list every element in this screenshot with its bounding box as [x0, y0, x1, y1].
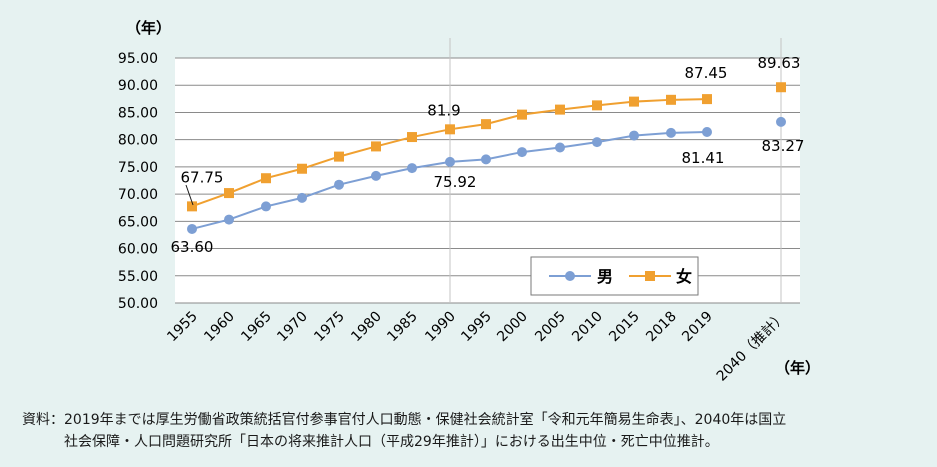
x-tick-label: 1960 [201, 309, 238, 346]
x-tick-label: 2005 [532, 309, 569, 346]
x-tick-label: 2010 [569, 309, 606, 346]
x-tick-label: 1990 [422, 309, 459, 346]
data-point-female [702, 94, 712, 105]
data-point-female [517, 109, 527, 120]
source-note: 資料：2019年までは厚生労働省政策統括官付参事官付人口動態・保健社会統計室「令… [22, 409, 927, 453]
x-tick-label: 1955 [164, 309, 201, 346]
y-tick-label: 70.00 [118, 187, 158, 203]
annotation-leader [185, 184, 194, 206]
data-point-female [371, 141, 381, 152]
y-tick-label: 55.00 [118, 269, 158, 285]
legend-label-female: 女 [676, 267, 692, 286]
y-tick-label: 50.00 [118, 296, 158, 312]
legend-marker-female [645, 271, 655, 281]
data-point-female [445, 124, 455, 135]
data-point-female [407, 132, 417, 143]
data-label: 67.75 [181, 168, 224, 186]
data-point-male [445, 156, 455, 167]
data-point-female [297, 163, 307, 174]
data-point-male [517, 147, 527, 158]
y-axis-unit: （年） [126, 19, 171, 37]
data-point-female [629, 96, 639, 107]
source-line-2: 社会保障・人口問題研究所「日本の将来推計人口（平成29年推計）」における出生中位… [64, 434, 719, 450]
source-line-1: 資料：2019年までは厚生労働省政策統括官付参事官付人口動態・保健社会統計室「令… [22, 412, 787, 428]
data-point-female [187, 201, 197, 212]
x-tick-label: 2000 [494, 309, 531, 346]
data-label: 75.92 [434, 173, 477, 191]
data-point-female [555, 104, 565, 115]
data-point-male [297, 192, 307, 203]
data-point-male [481, 154, 491, 165]
x-axis-unit: （年） [775, 359, 820, 377]
x-tick-label: 1995 [458, 309, 495, 346]
y-tick-label: 85.00 [118, 105, 158, 121]
data-label: 81.41 [682, 149, 725, 167]
data-point-female [592, 100, 602, 111]
data-point-male [261, 201, 271, 212]
data-point-male [407, 163, 417, 174]
y-tick-label: 65.00 [118, 214, 158, 230]
y-tick-label: 90.00 [118, 78, 158, 94]
x-tick-label: 2019 [679, 309, 716, 346]
data-point-male [334, 179, 344, 190]
data-point-male [555, 142, 565, 153]
legend-label-male: 男 [597, 267, 613, 286]
data-label: 63.60 [171, 238, 214, 256]
data-label: 81.9 [427, 101, 460, 119]
data-point-female [334, 151, 344, 162]
data-point-female [224, 188, 234, 199]
x-tick-label: 1965 [238, 309, 275, 346]
y-tick-label: 75.00 [118, 160, 158, 176]
data-point-male [702, 126, 712, 137]
x-tick-label: 1975 [311, 309, 348, 346]
life-expectancy-chart: 50.00 55.00 60.00 65.00 70.00 75.00 80.00 85.00… [118, 19, 820, 385]
data-point-male [666, 127, 676, 138]
x-tick-label: 1980 [348, 309, 385, 346]
x-tick-label: 2018 [643, 309, 680, 346]
x-tick-label: 1970 [274, 309, 311, 346]
data-label: 83.27 [762, 137, 805, 155]
data-label: 87.45 [685, 64, 728, 82]
y-tick-label: 60.00 [118, 242, 158, 258]
data-point-male [629, 130, 639, 141]
data-point-female [261, 173, 271, 184]
data-point-male [224, 214, 234, 225]
legend-marker-male [565, 271, 575, 281]
data-point-female [666, 94, 676, 105]
data-point-male [776, 116, 786, 127]
y-tick-label: 80.00 [118, 133, 158, 149]
data-point-male [592, 137, 602, 148]
data-point-female [776, 82, 786, 93]
data-label: 89.63 [758, 54, 801, 72]
data-point-male [187, 223, 197, 234]
x-tick-label: 1985 [384, 309, 421, 346]
y-tick-label: 95.00 [118, 51, 158, 67]
data-point-male [371, 170, 381, 181]
data-point-female [481, 119, 491, 130]
x-tick-label: 2015 [606, 309, 643, 346]
